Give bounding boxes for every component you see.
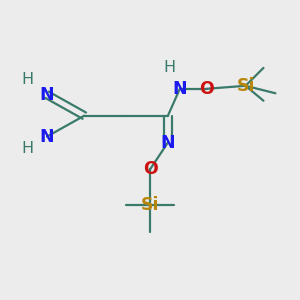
Text: H: H (163, 60, 176, 75)
Text: Si: Si (236, 77, 255, 95)
Text: N: N (172, 80, 187, 98)
Text: N: N (40, 128, 54, 146)
Text: N: N (40, 86, 54, 104)
Text: O: O (142, 160, 158, 178)
Text: H: H (22, 72, 34, 87)
Text: H: H (22, 141, 34, 156)
Text: O: O (200, 80, 214, 98)
Text: N: N (160, 134, 175, 152)
Text: Si: Si (141, 196, 159, 214)
